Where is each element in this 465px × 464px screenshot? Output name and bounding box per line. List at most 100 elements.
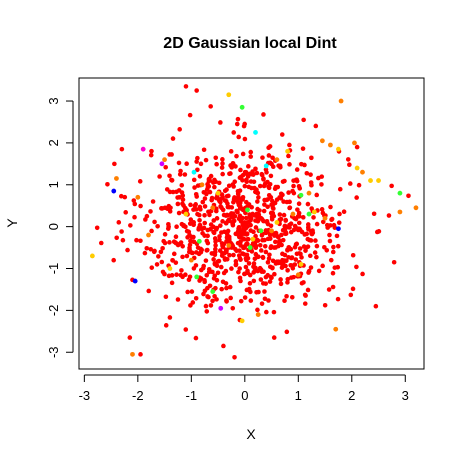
- data-point: [94, 225, 100, 231]
- data-point: [300, 146, 306, 151]
- data-point: [187, 245, 192, 251]
- data-point: [360, 271, 365, 277]
- data-point: [273, 184, 279, 190]
- data-point: [221, 343, 226, 349]
- data-point: [229, 211, 234, 216]
- data-point: [341, 209, 347, 214]
- data-point: [304, 231, 310, 237]
- data-point: [244, 252, 250, 258]
- data-point: [330, 249, 336, 255]
- data-point: [217, 237, 222, 243]
- data-point: [274, 157, 280, 163]
- data-point: [260, 155, 265, 160]
- data-point: [149, 148, 154, 154]
- data-point: [192, 203, 198, 209]
- data-point: [330, 270, 336, 276]
- data-point: [202, 279, 207, 285]
- data-points: [89, 84, 419, 360]
- data-point: [281, 199, 286, 204]
- data-point: [306, 211, 312, 217]
- data-point: [251, 179, 257, 185]
- y-tick-label: 1: [46, 181, 61, 188]
- data-point: [111, 257, 116, 263]
- data-point: [189, 289, 195, 294]
- data-point: [354, 144, 360, 150]
- data-point: [89, 253, 95, 259]
- data-point: [271, 335, 277, 340]
- data-point: [237, 200, 243, 206]
- data-point: [228, 149, 234, 154]
- data-point: [251, 270, 257, 275]
- data-point: [220, 161, 225, 166]
- data-point: [213, 285, 218, 291]
- data-point: [235, 231, 240, 237]
- data-point: [169, 280, 175, 286]
- data-point: [276, 163, 281, 168]
- data-point: [272, 233, 277, 238]
- data-point: [212, 252, 218, 258]
- data-point: [335, 296, 341, 302]
- data-point: [253, 225, 259, 230]
- data-point: [356, 182, 362, 188]
- y-tick-label: 2: [46, 139, 61, 146]
- data-point: [180, 193, 186, 198]
- data-point: [179, 221, 185, 227]
- data-point: [165, 206, 170, 212]
- data-point: [259, 233, 265, 238]
- data-point: [294, 167, 300, 172]
- data-point: [212, 184, 217, 190]
- data-point: [347, 181, 353, 186]
- data-point: [309, 231, 314, 236]
- data-point: [298, 261, 304, 267]
- data-point: [267, 252, 272, 258]
- data-point: [255, 307, 260, 313]
- data-point: [204, 272, 210, 278]
- data-point: [270, 205, 276, 211]
- y-axis: -3 -2 -1 0 1 2 3: [46, 97, 74, 358]
- data-point: [169, 273, 175, 278]
- data-point: [142, 250, 148, 256]
- data-point: [196, 225, 202, 231]
- data-point: [255, 238, 261, 243]
- data-point: [287, 142, 292, 148]
- data-point: [327, 232, 332, 238]
- data-point: [226, 204, 232, 210]
- data-point: [230, 160, 236, 166]
- data-point: [320, 263, 325, 269]
- data-point: [204, 309, 210, 314]
- data-point: [312, 250, 318, 255]
- data-point: [278, 238, 283, 244]
- data-point: [262, 289, 267, 294]
- data-point: [247, 281, 253, 286]
- data-point: [170, 258, 175, 263]
- data-point: [347, 162, 352, 168]
- data-point: [374, 229, 380, 235]
- data-point: [231, 130, 237, 135]
- data-point: [232, 354, 237, 360]
- data-point: [246, 202, 252, 207]
- data-point: [248, 149, 254, 155]
- data-point: [297, 246, 303, 251]
- data-point: [226, 92, 232, 98]
- data-point: [198, 267, 204, 273]
- data-point: [195, 211, 200, 217]
- data-point: [338, 98, 344, 104]
- data-point: [267, 279, 273, 284]
- data-point: [240, 251, 245, 256]
- data-point: [203, 157, 209, 163]
- data-point: [236, 216, 242, 222]
- data-point: [336, 226, 341, 232]
- data-point: [267, 264, 273, 270]
- data-point: [214, 216, 220, 221]
- data-point: [247, 272, 253, 278]
- data-point: [163, 294, 169, 300]
- data-point: [287, 205, 293, 210]
- data-point: [128, 223, 133, 228]
- data-point: [183, 211, 189, 217]
- data-point: [170, 136, 176, 141]
- data-point: [169, 178, 175, 183]
- data-point: [263, 167, 269, 172]
- data-point: [300, 215, 306, 220]
- data-point: [287, 162, 292, 167]
- data-point: [239, 196, 244, 202]
